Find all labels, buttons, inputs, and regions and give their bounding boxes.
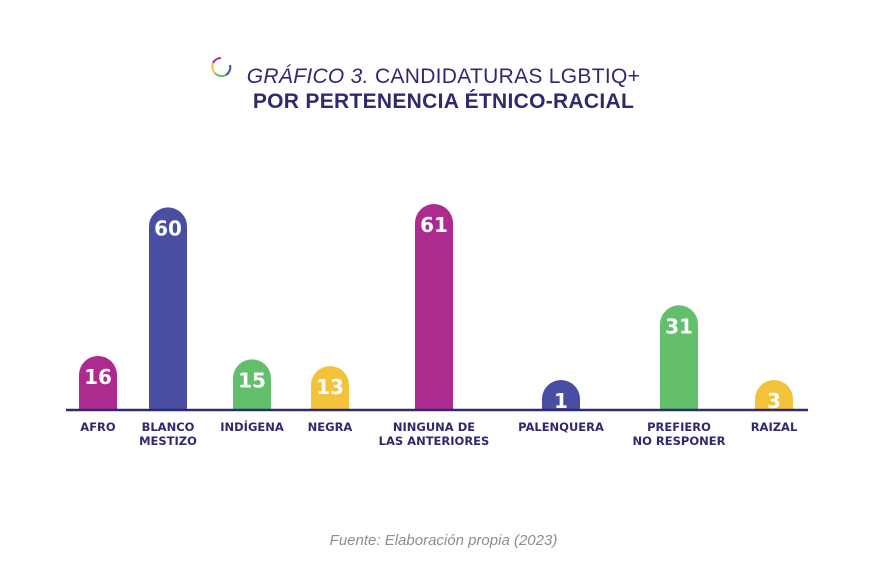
data-label: 61	[420, 213, 448, 237]
category-label: BLANCO	[142, 420, 195, 434]
category-label: MESTIZO	[139, 434, 197, 448]
bar	[233, 359, 271, 410]
data-label: 31	[665, 314, 693, 338]
category-label: LAS ANTERIORES	[379, 434, 490, 448]
category-label: RAIZAL	[751, 420, 798, 434]
bar	[542, 380, 580, 410]
category-label: PREFIERO	[647, 420, 711, 434]
category-label: NEGRA	[308, 420, 353, 434]
data-label: 16	[84, 365, 112, 389]
category-label: NINGUNA DE	[393, 420, 475, 434]
bar	[415, 204, 453, 410]
category-label: INDÍGENA	[220, 419, 284, 434]
category-label: NO RESPONER	[633, 434, 726, 448]
logo-ring-icon	[211, 57, 232, 78]
chart-title-main: CANDIDATURAS LGBTIQ+	[374, 65, 641, 88]
bar	[660, 305, 698, 410]
category-label: AFRO	[80, 420, 116, 434]
bar	[311, 366, 349, 410]
data-label: 3	[767, 389, 781, 413]
bar	[755, 380, 793, 410]
data-label: 15	[238, 368, 266, 392]
bar	[79, 355, 117, 410]
bar	[149, 207, 187, 410]
data-label: 13	[316, 375, 344, 399]
chart-title-prefix: GRÁFICO 3.	[246, 65, 369, 88]
category-label: PALENQUERA	[518, 420, 604, 434]
chart-title: GRÁFICO 3. CANDIDATURAS LGBTIQ+ POR PERT…	[0, 64, 887, 114]
data-label: 1	[554, 389, 568, 413]
data-label: 60	[154, 216, 182, 240]
chart-title-line1: GRÁFICO 3. CANDIDATURAS LGBTIQ+	[0, 64, 887, 90]
chart-title-line2: POR PERTENENCIA ÉTNICO-RACIAL	[252, 90, 635, 113]
source-note: Fuente: Elaboración propia (2023)	[329, 532, 558, 549]
